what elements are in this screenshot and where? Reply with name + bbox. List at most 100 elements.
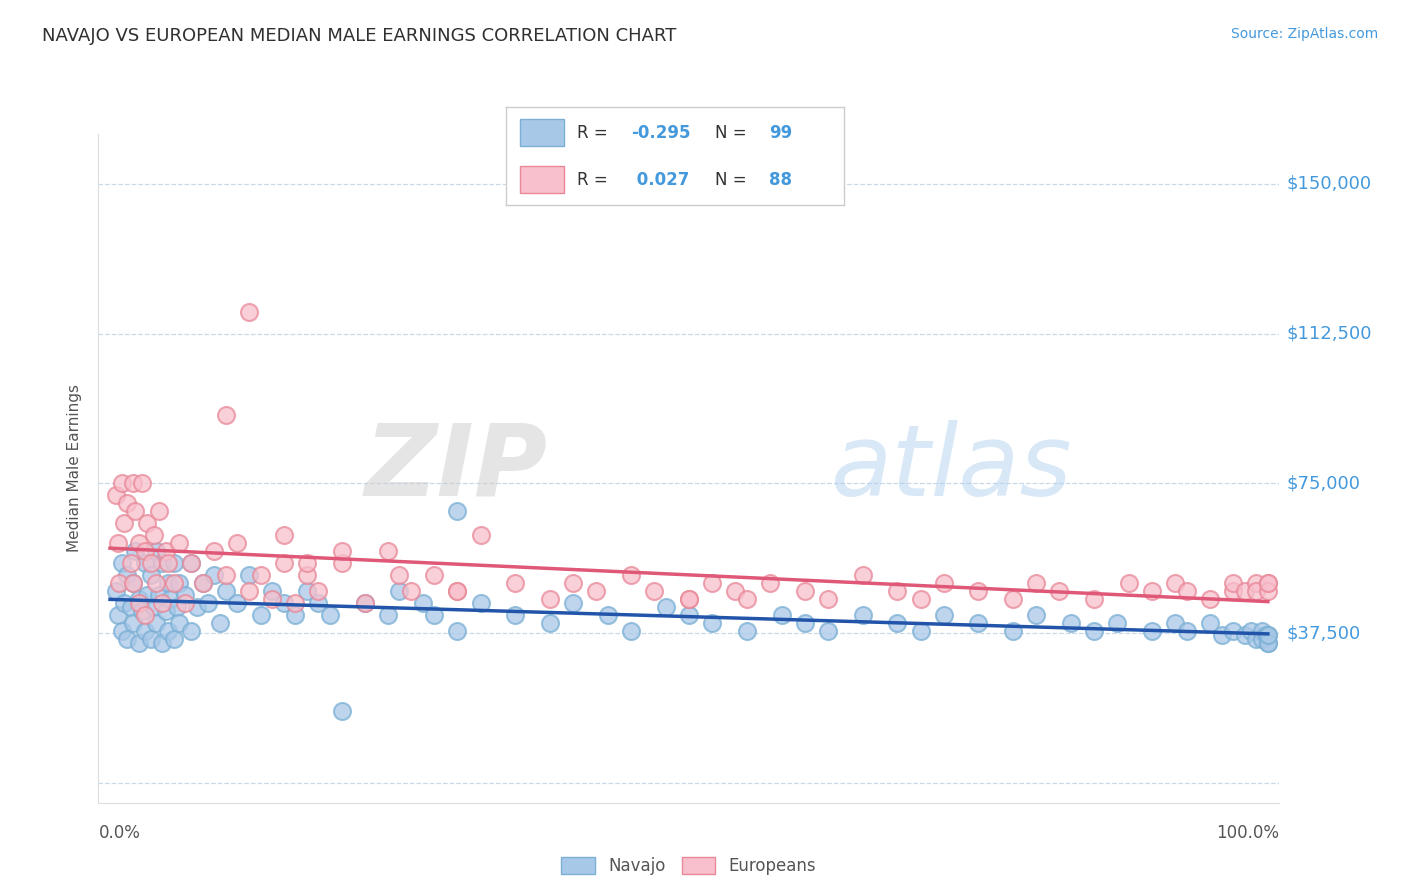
Point [174,588,197,602]
Point [143,528,166,542]
Point [202,544,225,558]
Point [412,596,434,610]
Point [191,576,214,591]
Point [156,624,179,638]
Point [388,568,411,582]
Point [155,544,177,558]
Point [273,528,295,542]
Point [1257,628,1279,642]
Point [503,608,526,623]
Text: $150,000: $150,000 [1286,175,1372,193]
Point [156,556,179,570]
Point [215,584,238,599]
Point [330,544,353,558]
Point [793,584,815,599]
Point [122,576,145,591]
Point [169,616,191,631]
Point [1164,616,1187,631]
Point [215,409,238,423]
Point [110,476,132,491]
Point [1246,576,1268,591]
Point [932,608,955,623]
Point [1083,592,1105,607]
Point [186,600,208,615]
Point [128,636,150,650]
Point [128,596,150,610]
Text: atlas: atlas [831,420,1073,516]
Text: N =: N = [716,124,752,142]
Point [262,584,284,599]
Point [295,556,318,570]
Point [770,608,793,623]
Point [104,488,127,502]
Text: 0.027: 0.027 [631,170,689,188]
Point [1257,628,1279,642]
Point [273,556,295,570]
Point [1257,584,1279,599]
Point [538,592,561,607]
Point [180,556,202,570]
Text: N =: N = [716,170,752,188]
Point [1257,576,1279,591]
Point [284,608,307,623]
Text: ZIP: ZIP [364,420,547,516]
Point [967,584,990,599]
Point [238,304,260,318]
Point [1107,616,1129,631]
Point [330,704,353,718]
Point [163,632,186,646]
Point [155,604,177,618]
Point [139,568,162,582]
Legend: Navajo, Europeans: Navajo, Europeans [555,850,823,881]
Point [110,556,132,570]
Point [1251,624,1274,638]
Point [226,596,249,610]
Point [446,584,468,599]
Point [1257,636,1279,650]
Point [134,556,156,570]
Point [107,536,129,550]
Point [1049,584,1071,599]
Point [156,576,179,591]
Point [166,600,188,615]
Point [112,516,135,531]
Point [1257,636,1279,650]
Point [139,632,162,646]
Point [1025,608,1047,623]
Text: -0.295: -0.295 [631,124,690,142]
Point [377,544,399,558]
Point [145,544,167,558]
Point [1002,592,1025,607]
Point [910,624,932,638]
Point [388,584,411,599]
Point [136,516,159,531]
Point [1140,624,1163,638]
Point [655,600,678,615]
Point [1002,624,1025,638]
Point [145,616,167,631]
Point [735,592,758,607]
Point [724,584,747,599]
Point [1233,584,1256,599]
Point [1246,632,1268,646]
Point [124,544,146,558]
Point [700,576,723,591]
Point [538,616,561,631]
Point [202,568,225,582]
Point [932,576,955,591]
Point [120,556,142,570]
Point [1254,628,1277,642]
Point [150,556,173,570]
Point [262,592,284,607]
Point [1140,584,1163,599]
Point [1222,584,1244,599]
Point [886,584,908,599]
Point [110,624,132,638]
Point [735,624,758,638]
Point [678,608,700,623]
Point [169,576,191,591]
Point [163,576,186,591]
Point [284,596,307,610]
Point [120,600,142,615]
Point [596,608,619,623]
